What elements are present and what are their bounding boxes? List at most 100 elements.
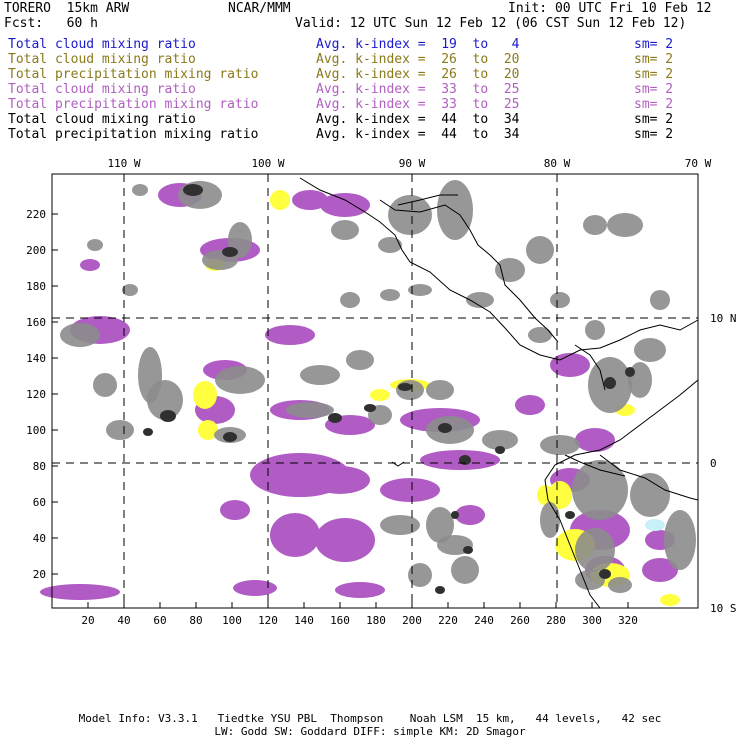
x-tick-label: 60 [153, 614, 166, 627]
purple-field-area [80, 259, 100, 271]
latitude-label: 10 S [710, 602, 737, 615]
gray-field-area [147, 380, 183, 420]
gray-field-area [426, 380, 454, 400]
x-tick-label: 220 [438, 614, 458, 627]
gray-field-area [106, 420, 134, 440]
gray-field-area [215, 366, 265, 394]
purple-field-area [265, 325, 315, 345]
purple-field-area [515, 395, 545, 415]
x-tick-label: 180 [366, 614, 386, 627]
gray-field-area [664, 510, 696, 570]
legend-field: Total precipitation mixing ratio [8, 97, 259, 112]
x-tick-label: 320 [618, 614, 638, 627]
coastlines [299, 177, 699, 609]
y-tick-label: 100 [26, 424, 46, 437]
dark-field-area [451, 511, 459, 519]
yellow-field-area [370, 389, 390, 401]
legend-kidx: Avg. k-index = 19 to 4 [316, 37, 520, 52]
dark-field-area [438, 423, 452, 433]
gray-field-area [630, 473, 670, 517]
y-tick-label: 80 [33, 460, 46, 473]
latitude-label: 0 [710, 457, 717, 470]
dark-field-area [435, 586, 445, 594]
purple-field-area [642, 558, 678, 582]
purple-field-area [292, 190, 328, 210]
y-tick-label: 160 [26, 316, 46, 329]
x-tick-label: 40 [117, 614, 130, 627]
gray-field-area [495, 258, 525, 282]
dark-field-area [463, 546, 473, 554]
x-tick-label: 160 [330, 614, 350, 627]
gray-field-area [346, 350, 374, 370]
legend-sm: sm= 2 [634, 127, 674, 142]
forecast-hour: Fcst: 60 h [4, 16, 98, 31]
x-tick-label: 200 [402, 614, 422, 627]
y-tick-label: 180 [26, 280, 46, 293]
gray-field-area [380, 289, 400, 301]
legend-kidx: Avg. k-index = 44 to 34 [316, 112, 520, 127]
dark-field-area [328, 413, 342, 423]
footer-physics: LW: Godd SW: Goddard DIFF: simple KM: 2D… [214, 725, 526, 738]
org-label: NCAR/MMM [228, 1, 291, 16]
gray-field-area [482, 430, 518, 450]
gray-field-area [572, 460, 628, 520]
map-frame [51, 173, 699, 609]
gray-field-area [87, 239, 103, 251]
gray-field-area [93, 373, 117, 397]
y-tick-label: 60 [33, 496, 46, 509]
legend-sm: sm= 2 [634, 67, 674, 82]
y-tick-label: 140 [26, 352, 46, 365]
gray-field-area [634, 338, 666, 362]
forecast-fields [40, 180, 696, 606]
legend-sm: sm= 2 [634, 82, 674, 97]
dark-field-area [223, 432, 237, 442]
purple-field-area [220, 500, 250, 520]
longitude-label: 70 W [685, 157, 712, 170]
x-tick-label: 100 [222, 614, 242, 627]
purple-field-area [455, 505, 485, 525]
legend-field: Total cloud mixing ratio [8, 82, 196, 97]
y-tick-label: 40 [33, 532, 46, 545]
purple-field-area [335, 582, 385, 598]
legend-sm: sm= 2 [634, 52, 674, 67]
legend-field: Total cloud mixing ratio [8, 112, 196, 127]
gray-field-area [575, 528, 615, 572]
gray-field-area [426, 507, 454, 543]
gray-field-area [466, 292, 494, 308]
gray-field-area [408, 284, 432, 296]
gray-field-area [331, 220, 359, 240]
x-tick-label: 300 [582, 614, 602, 627]
legend-sm: sm= 2 [634, 37, 674, 52]
gray-field-area [378, 237, 402, 253]
gray-field-area [122, 284, 138, 296]
dark-field-area [604, 377, 616, 389]
yellow-field-area [270, 190, 290, 210]
gray-field-area [650, 290, 670, 310]
gray-field-area [607, 213, 643, 237]
legend-field: Total precipitation mixing ratio [8, 127, 259, 142]
gray-field-area [388, 195, 432, 235]
gray-field-area [340, 292, 360, 308]
y-axis-ticks: 20 40 60 80 100 120 140 160 180 200 220 [26, 208, 58, 581]
lat-lon-grid [52, 174, 698, 608]
gray-field-area [178, 181, 222, 209]
gray-field-area [380, 515, 420, 535]
x-tick-label: 120 [258, 614, 278, 627]
legend-kidx: Avg. k-index = 26 to 20 [316, 52, 520, 67]
footer-model-info: Model Info: V3.3.1 Tiedtke YSU PBL Thomp… [78, 712, 662, 725]
legend-kidx: Avg. k-index = 33 to 25 [316, 97, 520, 112]
y-tick-label: 120 [26, 388, 46, 401]
gray-field-area [585, 320, 605, 340]
gray-field-area [408, 563, 432, 587]
purple-field-area [575, 428, 615, 452]
longitude-labels: 110 W 100 W 90 W 80 W 70 W [107, 157, 711, 170]
gray-field-area [526, 236, 554, 264]
gray-field-area [608, 577, 632, 593]
init-time: Init: 00 UTC Fri 10 Feb 12 [508, 1, 712, 16]
purple-field-area [40, 584, 120, 600]
gray-field-area [286, 402, 334, 418]
cyan-field-area [645, 519, 665, 531]
gray-field-area [396, 380, 424, 400]
purple-field-area [310, 466, 370, 494]
gray-field-area [300, 365, 340, 385]
